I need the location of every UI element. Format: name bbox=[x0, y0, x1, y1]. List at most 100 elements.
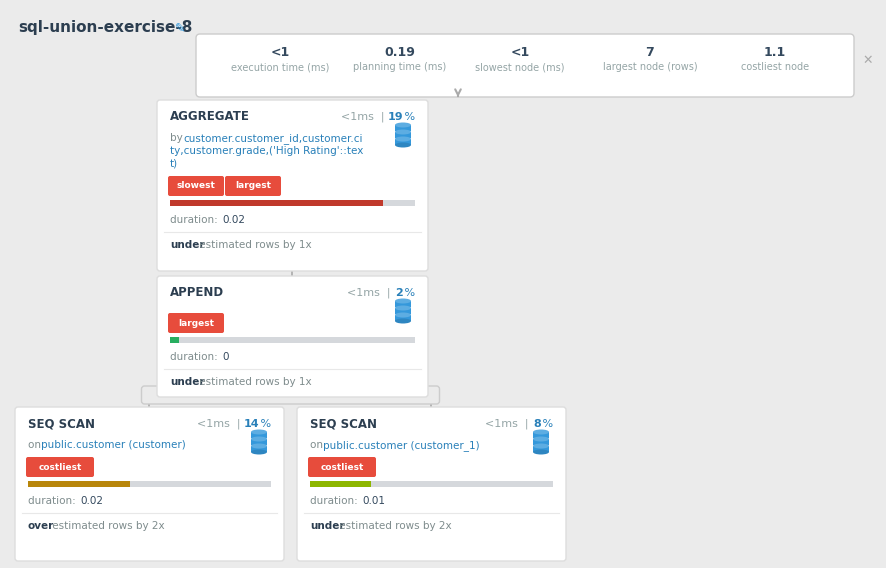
Text: execution time (ms): execution time (ms) bbox=[230, 62, 329, 72]
Text: 0.19: 0.19 bbox=[385, 45, 415, 59]
Text: %: % bbox=[539, 419, 552, 429]
Text: duration:: duration: bbox=[28, 496, 79, 506]
Ellipse shape bbox=[394, 299, 410, 303]
Bar bbox=[309, 481, 370, 487]
Text: 0.02: 0.02 bbox=[80, 496, 103, 506]
Bar bbox=[170, 337, 415, 343]
Bar bbox=[394, 125, 410, 131]
Ellipse shape bbox=[532, 444, 548, 449]
Text: <1ms  |: <1ms | bbox=[198, 419, 248, 429]
FancyBboxPatch shape bbox=[196, 34, 853, 97]
Text: <1ms  |: <1ms | bbox=[485, 419, 535, 429]
Text: t): t) bbox=[170, 159, 178, 169]
Text: on: on bbox=[309, 440, 326, 450]
Text: estimated rows by 1x: estimated rows by 1x bbox=[196, 240, 311, 250]
Text: slowest node (ms): slowest node (ms) bbox=[475, 62, 564, 72]
Bar bbox=[532, 439, 548, 445]
Bar bbox=[251, 446, 267, 452]
Text: %: % bbox=[400, 288, 415, 298]
Ellipse shape bbox=[251, 429, 267, 435]
Text: %: % bbox=[400, 112, 415, 122]
Text: on: on bbox=[28, 440, 44, 450]
Text: ✎: ✎ bbox=[175, 22, 185, 35]
Text: %: % bbox=[257, 419, 271, 429]
Bar bbox=[251, 432, 267, 438]
Text: customer.customer_id,customer.ci: customer.customer_id,customer.ci bbox=[183, 133, 362, 144]
FancyBboxPatch shape bbox=[167, 176, 224, 196]
Text: slowest: slowest bbox=[176, 182, 215, 190]
Bar bbox=[394, 301, 410, 307]
Text: ✕: ✕ bbox=[862, 53, 872, 66]
Bar bbox=[309, 481, 552, 487]
FancyBboxPatch shape bbox=[307, 457, 376, 477]
Bar bbox=[251, 439, 267, 445]
Text: 2: 2 bbox=[395, 288, 402, 298]
Ellipse shape bbox=[251, 436, 267, 441]
Ellipse shape bbox=[394, 143, 410, 148]
Text: <1: <1 bbox=[509, 45, 529, 59]
Ellipse shape bbox=[251, 449, 267, 454]
Bar bbox=[28, 481, 271, 487]
Text: public.customer (customer_1): public.customer (customer_1) bbox=[323, 440, 479, 451]
Text: estimated rows by 2x: estimated rows by 2x bbox=[336, 521, 451, 531]
Text: 14: 14 bbox=[243, 419, 259, 429]
Text: sql-union-exercise-8: sql-union-exercise-8 bbox=[18, 20, 192, 35]
Ellipse shape bbox=[532, 436, 548, 441]
Bar bbox=[532, 446, 548, 452]
Text: ty,customer.grade,('High Rating'::tex: ty,customer.grade,('High Rating'::tex bbox=[170, 146, 363, 156]
FancyBboxPatch shape bbox=[26, 457, 94, 477]
Ellipse shape bbox=[394, 123, 410, 127]
Ellipse shape bbox=[251, 444, 267, 449]
FancyBboxPatch shape bbox=[142, 386, 439, 404]
Ellipse shape bbox=[394, 319, 410, 324]
Text: 19: 19 bbox=[387, 112, 402, 122]
Bar bbox=[170, 200, 415, 206]
Text: duration:: duration: bbox=[170, 215, 221, 225]
Ellipse shape bbox=[532, 449, 548, 454]
FancyBboxPatch shape bbox=[157, 100, 428, 271]
Text: SEQ SCAN: SEQ SCAN bbox=[28, 417, 95, 431]
FancyBboxPatch shape bbox=[297, 407, 565, 561]
FancyBboxPatch shape bbox=[157, 276, 428, 397]
Text: by: by bbox=[170, 133, 186, 143]
Text: largest node (rows): largest node (rows) bbox=[602, 62, 696, 72]
Text: duration:: duration: bbox=[309, 496, 361, 506]
FancyBboxPatch shape bbox=[15, 407, 284, 561]
Text: planning time (ms): planning time (ms) bbox=[353, 62, 447, 72]
Bar bbox=[28, 481, 130, 487]
Text: estimated rows by 1x: estimated rows by 1x bbox=[196, 377, 311, 387]
Ellipse shape bbox=[394, 136, 410, 141]
Text: public.customer (customer): public.customer (customer) bbox=[42, 440, 186, 450]
Text: costliest: costliest bbox=[38, 462, 82, 471]
Text: estimated rows by 2x: estimated rows by 2x bbox=[49, 521, 164, 531]
Text: under: under bbox=[170, 240, 205, 250]
Text: SEQ SCAN: SEQ SCAN bbox=[309, 417, 377, 431]
Bar bbox=[394, 308, 410, 314]
Text: over: over bbox=[28, 521, 54, 531]
Ellipse shape bbox=[394, 130, 410, 135]
Bar bbox=[394, 315, 410, 321]
Bar bbox=[170, 337, 178, 343]
Text: under: under bbox=[309, 521, 344, 531]
Text: under: under bbox=[170, 377, 205, 387]
Bar bbox=[170, 200, 383, 206]
Text: <1ms  |: <1ms | bbox=[346, 288, 397, 298]
Ellipse shape bbox=[394, 306, 410, 311]
Text: 0: 0 bbox=[222, 352, 229, 362]
Ellipse shape bbox=[532, 429, 548, 435]
Text: 7: 7 bbox=[645, 45, 654, 59]
FancyBboxPatch shape bbox=[225, 176, 281, 196]
Text: 8: 8 bbox=[532, 419, 540, 429]
Bar bbox=[532, 432, 548, 438]
Bar bbox=[394, 139, 410, 145]
Text: largest: largest bbox=[235, 182, 271, 190]
Text: 0.01: 0.01 bbox=[361, 496, 385, 506]
Ellipse shape bbox=[394, 312, 410, 318]
Text: APPEND: APPEND bbox=[170, 286, 224, 299]
Text: <1ms  |: <1ms | bbox=[341, 112, 392, 122]
Text: 1.1: 1.1 bbox=[763, 45, 785, 59]
Text: duration:: duration: bbox=[170, 352, 221, 362]
Text: AGGREGATE: AGGREGATE bbox=[170, 111, 250, 123]
Bar bbox=[394, 132, 410, 138]
Text: costliest node: costliest node bbox=[740, 62, 808, 72]
